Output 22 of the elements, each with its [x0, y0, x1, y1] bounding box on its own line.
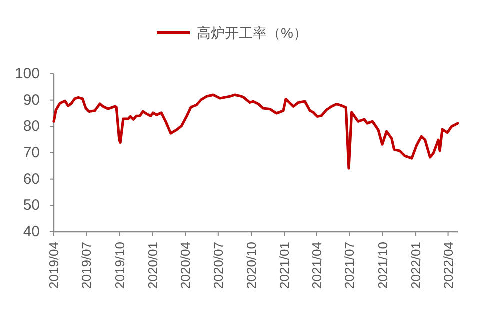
- x-tick-label: 2021/10: [375, 242, 390, 289]
- y-tick-label: 80: [23, 118, 40, 136]
- x-tick-label: 2020/07: [210, 242, 226, 289]
- x-tick-label: 2019/04: [46, 242, 62, 289]
- y-tick-label: 50: [23, 197, 40, 214]
- x-tick-label: 2020/01: [145, 242, 160, 289]
- x-tick-label: 2021/01: [277, 242, 292, 289]
- y-tick-label: 60: [23, 170, 40, 188]
- legend-label: 高炉开工率（%）: [197, 25, 308, 41]
- y-tick-label: 90: [23, 92, 40, 109]
- x-tick-label: 2019/07: [79, 242, 94, 289]
- x-tick-label: 2020/10: [244, 242, 260, 289]
- x-tick-label: 2021/04: [309, 242, 324, 289]
- y-tick-label: 70: [23, 144, 40, 162]
- x-tick-label: 2022/04: [440, 242, 456, 289]
- y-tick-label: 100: [14, 66, 40, 82]
- x-tick-label: 2019/10: [112, 242, 128, 289]
- x-tick-label: 2021/07: [342, 242, 358, 289]
- y-tick-label: 40: [23, 224, 40, 240]
- x-tick-label: 2020/04: [178, 242, 194, 289]
- x-tick-label: 2022/01: [408, 242, 424, 289]
- line-series: [52, 94, 460, 170]
